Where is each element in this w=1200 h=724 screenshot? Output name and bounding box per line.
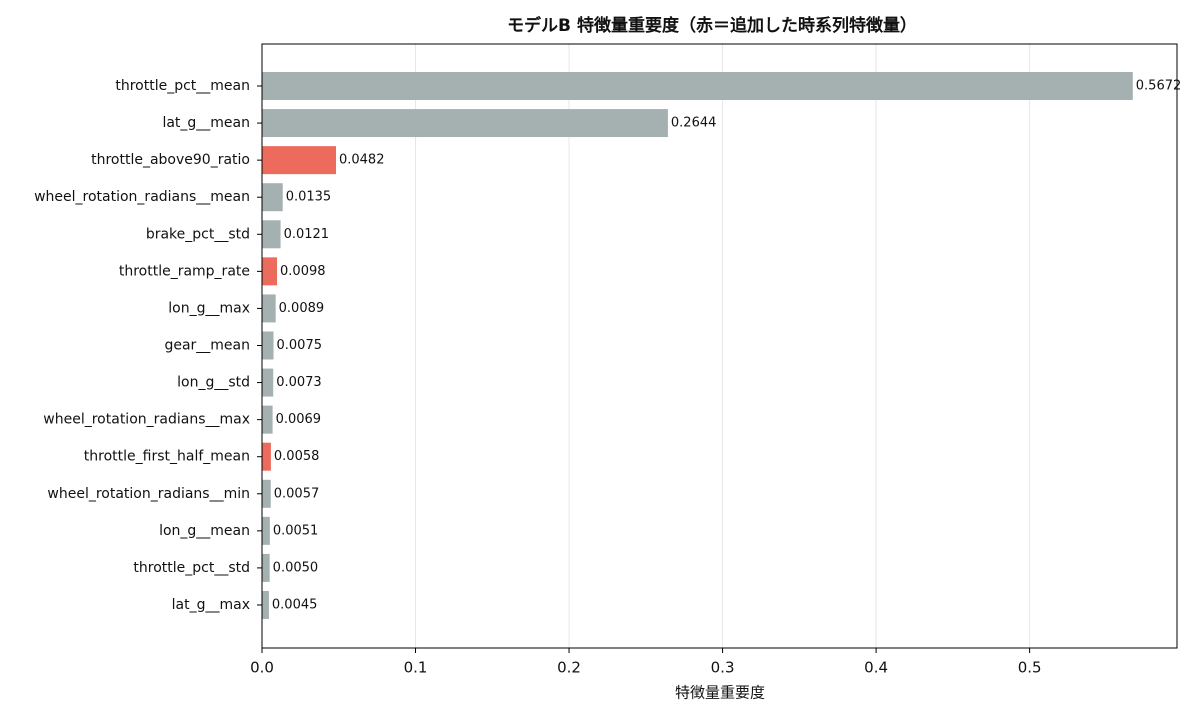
bar (262, 553, 270, 582)
value-label: 0.0098 (280, 264, 326, 279)
x-axis-label: 特徴量重要度 (675, 684, 765, 702)
chart-title: モデルB 特徴量重要度（赤＝追加した時系列特徴量） (507, 15, 917, 36)
value-label: 0.0121 (284, 227, 330, 242)
y-tick-label: throttle_pct__std (133, 560, 250, 576)
x-tick-label: 0.3 (711, 659, 735, 677)
bar (262, 590, 269, 619)
value-label: 0.0058 (274, 449, 320, 464)
y-tick-label: gear__mean (164, 337, 250, 353)
value-label: 0.0045 (272, 597, 318, 612)
y-tick-label: wheel_rotation_radians__mean (34, 189, 250, 205)
y-tick-label: wheel_rotation_radians__min (47, 486, 250, 502)
bar (262, 442, 271, 471)
plot-frame (261, 43, 1178, 649)
bar (262, 146, 336, 175)
value-label: 0.0069 (276, 412, 322, 427)
value-label: 0.5672 (1136, 79, 1182, 94)
y-tick-label: lat_g__max (172, 597, 250, 613)
bar (262, 257, 278, 286)
value-label: 0.0482 (339, 153, 385, 168)
y-tick-label: throttle_above90_ratio (91, 152, 250, 168)
value-label: 0.0135 (286, 190, 332, 205)
x-tick-label: 0.2 (557, 659, 581, 677)
value-label: 0.0073 (276, 375, 322, 390)
bar (262, 183, 283, 212)
bar (262, 72, 1133, 100)
y-tick-label: lon_g__max (168, 300, 250, 316)
value-label: 0.0089 (279, 301, 325, 316)
bar (262, 294, 276, 323)
x-tick-label: 0.5 (1018, 659, 1042, 677)
y-tick-label: lon_g__std (177, 375, 250, 391)
bar (262, 109, 668, 138)
x-tick-label: 0.1 (404, 659, 428, 677)
y-tick-label: lon_g__mean (159, 523, 250, 539)
y-tick-label: throttle_first_half_mean (84, 449, 250, 465)
bar (262, 516, 270, 545)
y-tick-label: brake_pct__std (146, 226, 250, 242)
x-tick-label: 0.0 (250, 659, 274, 677)
bar (262, 479, 271, 508)
value-label: 0.0050 (273, 560, 319, 575)
value-label: 0.0075 (277, 338, 323, 353)
y-tick-label: wheel_rotation_radians__max (43, 412, 250, 428)
value-label: 0.0057 (274, 486, 320, 501)
y-tick-label: throttle_pct__mean (115, 78, 250, 94)
value-label: 0.0051 (273, 523, 319, 538)
bar (262, 405, 273, 434)
value-label: 0.2644 (671, 116, 717, 131)
x-tick-label: 0.4 (864, 659, 888, 677)
bar (262, 331, 274, 360)
bar (262, 368, 274, 397)
y-tick-label: throttle_ramp_rate (119, 263, 250, 279)
bar (262, 220, 281, 249)
y-tick-label: lat_g__mean (162, 115, 250, 131)
